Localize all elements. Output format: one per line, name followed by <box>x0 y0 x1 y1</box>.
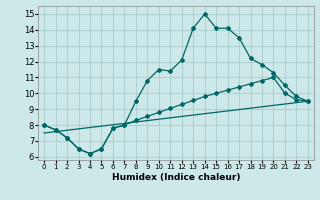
X-axis label: Humidex (Indice chaleur): Humidex (Indice chaleur) <box>112 173 240 182</box>
